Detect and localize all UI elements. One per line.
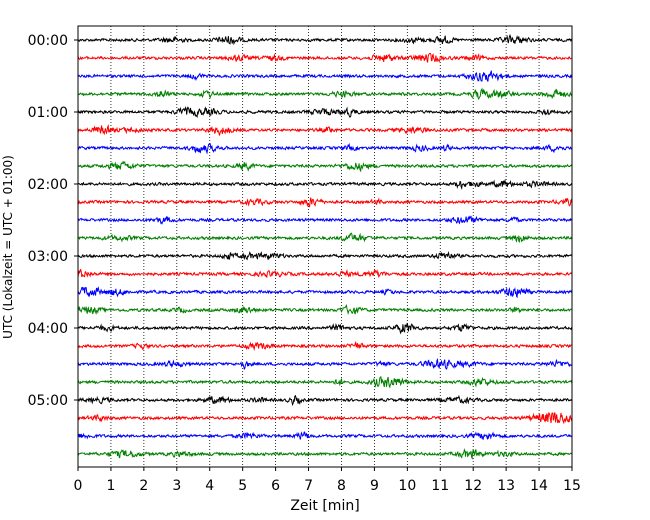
trace-row-0400: [77, 322, 573, 335]
trace-row-0145: [77, 160, 573, 173]
trace-row-0100: [77, 106, 573, 119]
trace-row-0330: [77, 286, 573, 299]
trace-row-0245: [77, 232, 573, 244]
plot-frame: [77, 25, 573, 468]
trace-group: [77, 33, 573, 460]
y-tick-label-04:00: 04:00: [28, 321, 68, 337]
trace-row-0515: [77, 411, 573, 425]
trace-row-0500: [77, 394, 573, 407]
trace-row-0045: [77, 87, 573, 100]
y-tick-label-03:00: 03:00: [28, 249, 68, 265]
x-tick-label-10: 10: [398, 478, 416, 494]
y-tick-label-05:00: 05:00: [28, 393, 68, 409]
trace-row-0000: [77, 33, 573, 46]
x-tick-label-2: 2: [139, 478, 148, 494]
y-tick-label-02:00: 02:00: [28, 177, 68, 193]
x-tick-label-15: 15: [563, 478, 581, 494]
x-axis-ticks: 0 1 2 3 4 5 6 7 8 9 10 11 12 13 14 15: [74, 467, 581, 494]
trace-row-0530: [77, 431, 572, 441]
trace-row-0430: [77, 357, 573, 371]
x-axis-label: Zeit [min]: [290, 498, 359, 514]
x-tick-label-7: 7: [304, 478, 313, 494]
x-tick-label-4: 4: [205, 478, 214, 494]
y-axis-ticks: 00:00 01:00 02:00 03:00 04:00 05:00: [28, 33, 78, 409]
trace-row-0030: [77, 69, 573, 82]
trace-row-0130: [77, 142, 573, 155]
x-tick-label-14: 14: [530, 478, 548, 494]
trace-row-0415: [77, 340, 573, 352]
plot-background: [78, 26, 572, 467]
x-tick-label-3: 3: [172, 478, 181, 494]
x-tick-label-6: 6: [271, 478, 280, 494]
y-tick-label-01:00: 01:00: [28, 105, 68, 121]
x-tick-label-8: 8: [337, 478, 346, 494]
x-tick-label-1: 1: [106, 478, 115, 494]
trace-row-0115: [77, 123, 572, 137]
trace-row-0545: [77, 448, 573, 460]
x-tick-label-12: 12: [464, 478, 482, 494]
trace-row-0200: [77, 178, 573, 191]
trace-row-0445: [77, 376, 573, 389]
y-tick-label-00:00: 00:00: [28, 33, 68, 49]
trace-row-0230: [77, 215, 573, 225]
x-tick-label-0: 0: [74, 478, 83, 494]
x-tick-label-11: 11: [431, 478, 449, 494]
x-tick-label-5: 5: [238, 478, 247, 494]
trace-row-0215: [77, 197, 573, 208]
x-tick-label-9: 9: [370, 478, 379, 494]
x-tick-label-13: 13: [497, 478, 515, 494]
trace-row-0315: [77, 268, 573, 279]
trace-row-0015: [77, 53, 572, 63]
trace-row-0345: [77, 304, 573, 316]
trace-row-0300: [77, 251, 573, 261]
y-axis-label: UTC (Lokalzeit = UTC + 01:00): [1, 155, 15, 339]
